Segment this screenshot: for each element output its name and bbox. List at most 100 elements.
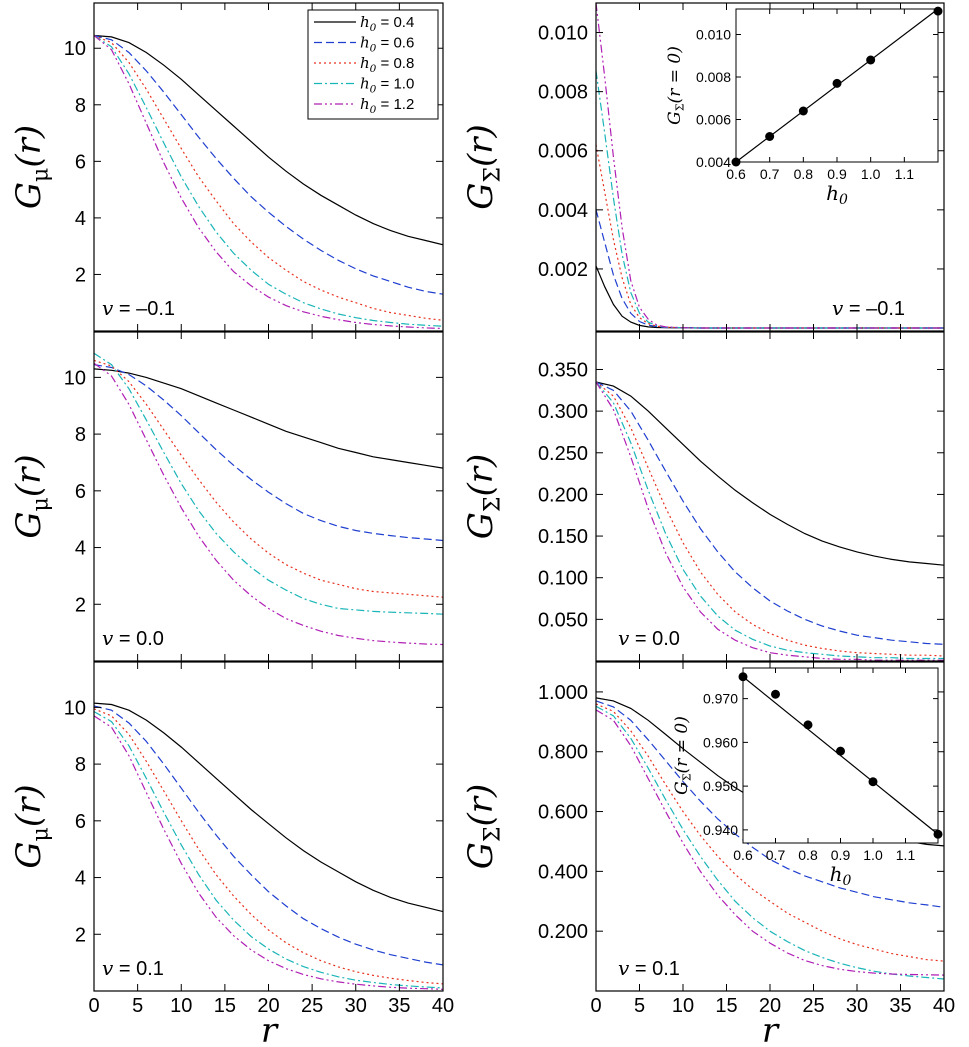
x-tick-label: 40 [933, 995, 955, 1017]
y-tick-label: 0.400 [538, 861, 588, 883]
series-line-3 [94, 34, 443, 321]
x-tick-label: 35 [388, 995, 410, 1017]
inset-x-tick-label: 0.8 [798, 847, 818, 863]
series-group [94, 34, 443, 330]
y-tick-label: 0.100 [538, 568, 588, 590]
x-tick-label: 20 [759, 995, 781, 1017]
x-tick-label: 5 [132, 995, 143, 1017]
series-line-4 [94, 711, 443, 989]
series-line-2 [94, 705, 443, 966]
v-annotation: v = 0.1 [618, 956, 680, 980]
series-line-1 [94, 702, 443, 913]
series-line-1 [94, 34, 443, 246]
y-tick-label: 6 [75, 481, 86, 503]
y-tick-label: 10 [64, 367, 86, 389]
x-tick-label: 15 [214, 995, 236, 1017]
series-line-5 [596, 709, 944, 976]
y-axis-label: GΣ(r = 0) [665, 46, 687, 125]
y-tick-label: 8 [75, 95, 86, 117]
x-tick-label: 5 [634, 995, 645, 1017]
inset-y-tick-label: 0.950 [703, 778, 738, 794]
series-line-4 [94, 34, 443, 327]
panel-Gsigma-vneg: 0.002 0.004 0.006 0.008 0.010 GΣ(r) v = –0.1 0.… [461, 2, 945, 332]
v-annotation: v = 0.0 [102, 626, 164, 650]
series-line-2 [596, 381, 944, 645]
inset-x-tick-label: 1.0 [863, 847, 883, 863]
y-axis-label: Gμ(r) [9, 784, 53, 868]
y-tick-label: 10 [64, 697, 86, 719]
y-tick-label: 0.250 [538, 443, 588, 465]
x-tick-label: 10 [170, 995, 192, 1017]
inset-x-tick-label: 1.1 [896, 847, 916, 863]
x-tick-label: 15 [715, 995, 737, 1017]
inset-x-tick-label: 1.0 [861, 166, 881, 182]
inset-y-tick-label: 0.960 [703, 734, 738, 750]
y-tick-label: 2 [75, 924, 86, 946]
y-tick-label: 2 [75, 594, 86, 616]
y-tick-label: 0.004 [538, 200, 588, 222]
inset-data-point [933, 829, 943, 839]
y-tick-label: 0.008 [538, 82, 588, 104]
y-tick-label: 0.300 [538, 401, 588, 423]
panel-Gmu-vpos: 0 5 10 15 20 25 30 35 40 2 4 6 8 10 Gμ(r) v = 0.1 [9, 661, 454, 1017]
x-axis-label-right: r [762, 1011, 780, 1047]
inset-x-tick-label: 0.7 [760, 166, 780, 182]
y-tick-label: 0.350 [538, 359, 588, 381]
x-tick-label: 0 [590, 995, 601, 1017]
inset-data-point [765, 132, 775, 141]
series-line-2 [94, 34, 443, 295]
series-line-1 [94, 368, 443, 469]
plot-frame [93, 661, 444, 992]
legend: h0 = 0.4h0 = 0.6h0 = 0.8h0 = 1.0h0 = 1.2 [307, 9, 439, 120]
legend-label-3: h0 = 0.8 [360, 54, 414, 75]
series-line-3 [94, 359, 443, 598]
y-axis-label: GΣ(r) [461, 124, 505, 210]
y-axis-label: Gμ(r) [9, 125, 53, 209]
legend-label-4: h0 = 1.0 [360, 75, 414, 96]
series-line-5 [94, 362, 443, 646]
y-tick-label: 4 [75, 208, 86, 230]
y-tick-label: 0.200 [538, 484, 588, 506]
y-axis-label: GΣ(r) [461, 784, 505, 870]
x-tick-label: 20 [257, 995, 279, 1017]
y-axis-label: Gμ(r) [9, 454, 53, 538]
series-line-4 [94, 352, 443, 615]
series-line-2 [596, 700, 944, 908]
inset-y-tick-label: 0.006 [696, 112, 731, 128]
series-group [596, 381, 944, 661]
y-tick-label: 0.010 [538, 23, 588, 45]
inset-y-tick-label: 0.004 [696, 154, 731, 170]
series-line-5 [596, 3, 944, 329]
series-line-5 [94, 35, 443, 330]
x-tick-label: 0 [88, 995, 99, 1017]
x-tick-label: 30 [345, 995, 367, 1017]
plot-frame [595, 331, 945, 662]
y-tick-label: 6 [75, 151, 86, 173]
inset-y-tick-label: 0.970 [703, 691, 738, 707]
inset: 0.6 0.7 0.8 0.9 1.0 1.1 0.004 0.006 0.008 0.010 GΣ… [665, 6, 943, 208]
x-tick-label: 40 [432, 995, 454, 1017]
inset-x-label: h0 [826, 181, 848, 208]
inset-x-tick-label: 0.7 [766, 847, 786, 863]
series-line-3 [596, 703, 944, 962]
x-tick-label: 30 [846, 995, 868, 1017]
x-tick-label: 10 [672, 995, 694, 1017]
series-line-5 [94, 715, 443, 990]
y-tick-label: 0.800 [538, 742, 588, 764]
y-tick-label: 10 [64, 38, 86, 60]
inset-x-tick-label: 0.9 [827, 166, 847, 182]
y-tick-label: 0.006 [538, 141, 588, 163]
inset-data-point [771, 689, 780, 699]
inset-x-tick-label: 1.1 [895, 166, 915, 182]
inset-data-point [832, 78, 842, 88]
y-tick-label: 2 [75, 264, 86, 286]
inset-x-label: h0 [830, 862, 852, 889]
legend-box [307, 9, 439, 120]
v-annotation: v = –0.1 [102, 296, 175, 320]
inset-data-point [836, 746, 845, 756]
y-tick-label: 0.050 [538, 609, 588, 631]
legend-label-2: h0 = 0.6 [360, 34, 414, 55]
legend-label-1: h0 = 0.4 [360, 13, 414, 34]
